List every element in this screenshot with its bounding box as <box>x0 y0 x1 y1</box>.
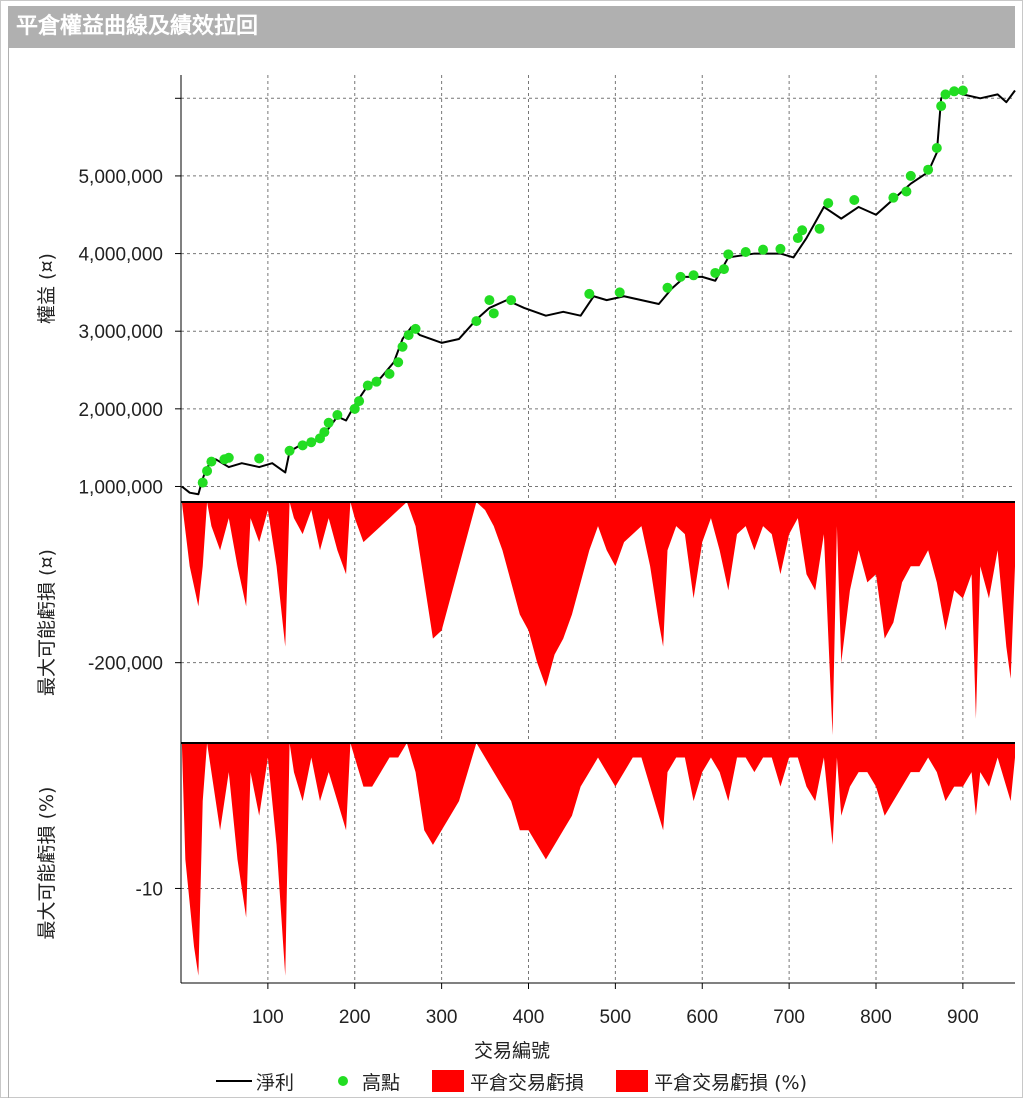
legend-label: 淨利 <box>256 1071 295 1094</box>
high-point-marker <box>223 452 234 463</box>
high-point-marker <box>849 194 860 205</box>
y-axis-title: 最大可能虧損 (¤) <box>36 549 58 696</box>
x-tick-label: 500 <box>600 1007 632 1028</box>
high-point-marker <box>306 437 317 448</box>
legend-item-drawdown-amount[interactable]: 平倉交易虧損 <box>432 1068 584 1095</box>
high-point-marker <box>397 341 408 352</box>
chart-title: 平倉權益曲線及績效拉回 <box>8 6 1015 48</box>
x-axis-title: 交易編號 <box>474 1040 550 1062</box>
high-point-marker <box>403 330 414 341</box>
high-point-marker <box>362 380 373 391</box>
x-tick-label: 800 <box>860 1007 892 1028</box>
high-point-marker <box>284 445 295 456</box>
high-point-marker <box>297 440 308 451</box>
high-point-marker <box>775 243 786 254</box>
high-point-marker <box>410 323 421 334</box>
high-point-marker <box>484 295 495 306</box>
y-tick-label: 2,000,000 <box>78 400 163 421</box>
high-point-marker <box>940 89 951 100</box>
high-point-marker <box>319 427 330 438</box>
high-point-marker <box>488 308 499 319</box>
high-point-marker <box>393 357 404 368</box>
x-tick-label: 400 <box>513 1007 545 1028</box>
high-point-marker <box>584 288 595 299</box>
y-tick-label: -10 <box>136 879 163 900</box>
drawdown-area <box>181 743 1015 976</box>
y-tick-label: 5,000,000 <box>78 167 163 188</box>
y-axis-title: 最大可能虧損 (%) <box>36 787 58 940</box>
high-point-marker <box>197 477 208 488</box>
high-point-marker <box>718 264 729 275</box>
high-point-marker <box>349 403 360 414</box>
x-tick-label: 100 <box>252 1007 284 1028</box>
high-point-marker <box>931 142 942 153</box>
high-point-marker <box>675 271 686 282</box>
y-tick-label: 4,000,000 <box>78 245 163 266</box>
high-point-marker <box>710 267 721 278</box>
high-point-marker <box>354 396 365 407</box>
legend-label: 平倉交易虧損 (%) <box>654 1071 807 1094</box>
high-point-marker <box>371 376 382 387</box>
high-point-marker <box>797 225 808 236</box>
drawdown-area <box>181 502 1015 735</box>
x-tick-label: 600 <box>686 1007 718 1028</box>
high-point-marker <box>814 223 825 234</box>
legend-label: 平倉交易虧損 <box>470 1071 585 1094</box>
x-tick-label: 700 <box>773 1007 805 1028</box>
legend-line-swatch <box>216 1080 253 1082</box>
high-point-marker <box>202 465 213 476</box>
high-point-marker <box>936 101 947 112</box>
high-point-marker <box>949 86 960 97</box>
legend-item-highs[interactable]: 高點 <box>326 1068 400 1095</box>
high-point-marker <box>688 270 699 281</box>
legend-area-swatch <box>616 1070 649 1092</box>
high-point-marker <box>723 249 734 260</box>
high-point-marker <box>332 410 343 421</box>
x-tick-label: 200 <box>339 1007 371 1028</box>
frame-divider <box>8 48 9 1098</box>
high-point-marker <box>923 164 934 175</box>
legend-label: 高點 <box>362 1071 401 1094</box>
y-tick-label: 1,000,000 <box>78 477 163 498</box>
legend-item-drawdown-percent[interactable]: 平倉交易虧損 (%) <box>616 1068 807 1095</box>
legend-item-net-profit[interactable]: 淨利 <box>216 1068 294 1095</box>
high-point-marker <box>662 282 673 293</box>
legend-dot-swatch <box>338 1076 349 1086</box>
panel-equity: 1,000,000 2,000,000 3,000,000 4,000,000 5,00… <box>36 75 1016 502</box>
panel-drawdown-percent: -10 最大可能虧損 (%) <box>36 742 1015 983</box>
legend: 淨利 高點 平倉交易虧損 平倉交易虧損 (%) <box>0 1066 1023 1096</box>
high-point-marker <box>206 456 217 467</box>
high-point-marker <box>888 192 899 203</box>
high-point-marker <box>792 233 803 244</box>
high-point-marker <box>254 453 265 464</box>
legend-area-swatch <box>432 1070 465 1092</box>
y-tick-label: -200,000 <box>88 654 163 675</box>
high-point-marker <box>384 368 395 379</box>
high-point-marker <box>506 295 517 306</box>
panel-drawdown-amount: -200,000 最大可能虧損 (¤) <box>36 501 1015 743</box>
y-axis-title: 權益 (¤) <box>36 253 58 324</box>
y-tick-label: 3,000,000 <box>78 322 163 343</box>
high-point-marker <box>957 85 968 96</box>
high-point-marker <box>614 287 625 298</box>
x-tick-label: 900 <box>947 1007 979 1028</box>
net-profit-line <box>181 89 1016 496</box>
high-point-marker <box>323 417 334 428</box>
high-point-marker <box>740 247 751 258</box>
high-point-marker <box>758 244 769 255</box>
x-tick-label: 300 <box>426 1007 458 1028</box>
high-point-marker <box>901 186 912 197</box>
high-point-marker <box>471 316 482 327</box>
high-point-marker <box>905 170 916 181</box>
high-point-marker <box>823 198 834 209</box>
